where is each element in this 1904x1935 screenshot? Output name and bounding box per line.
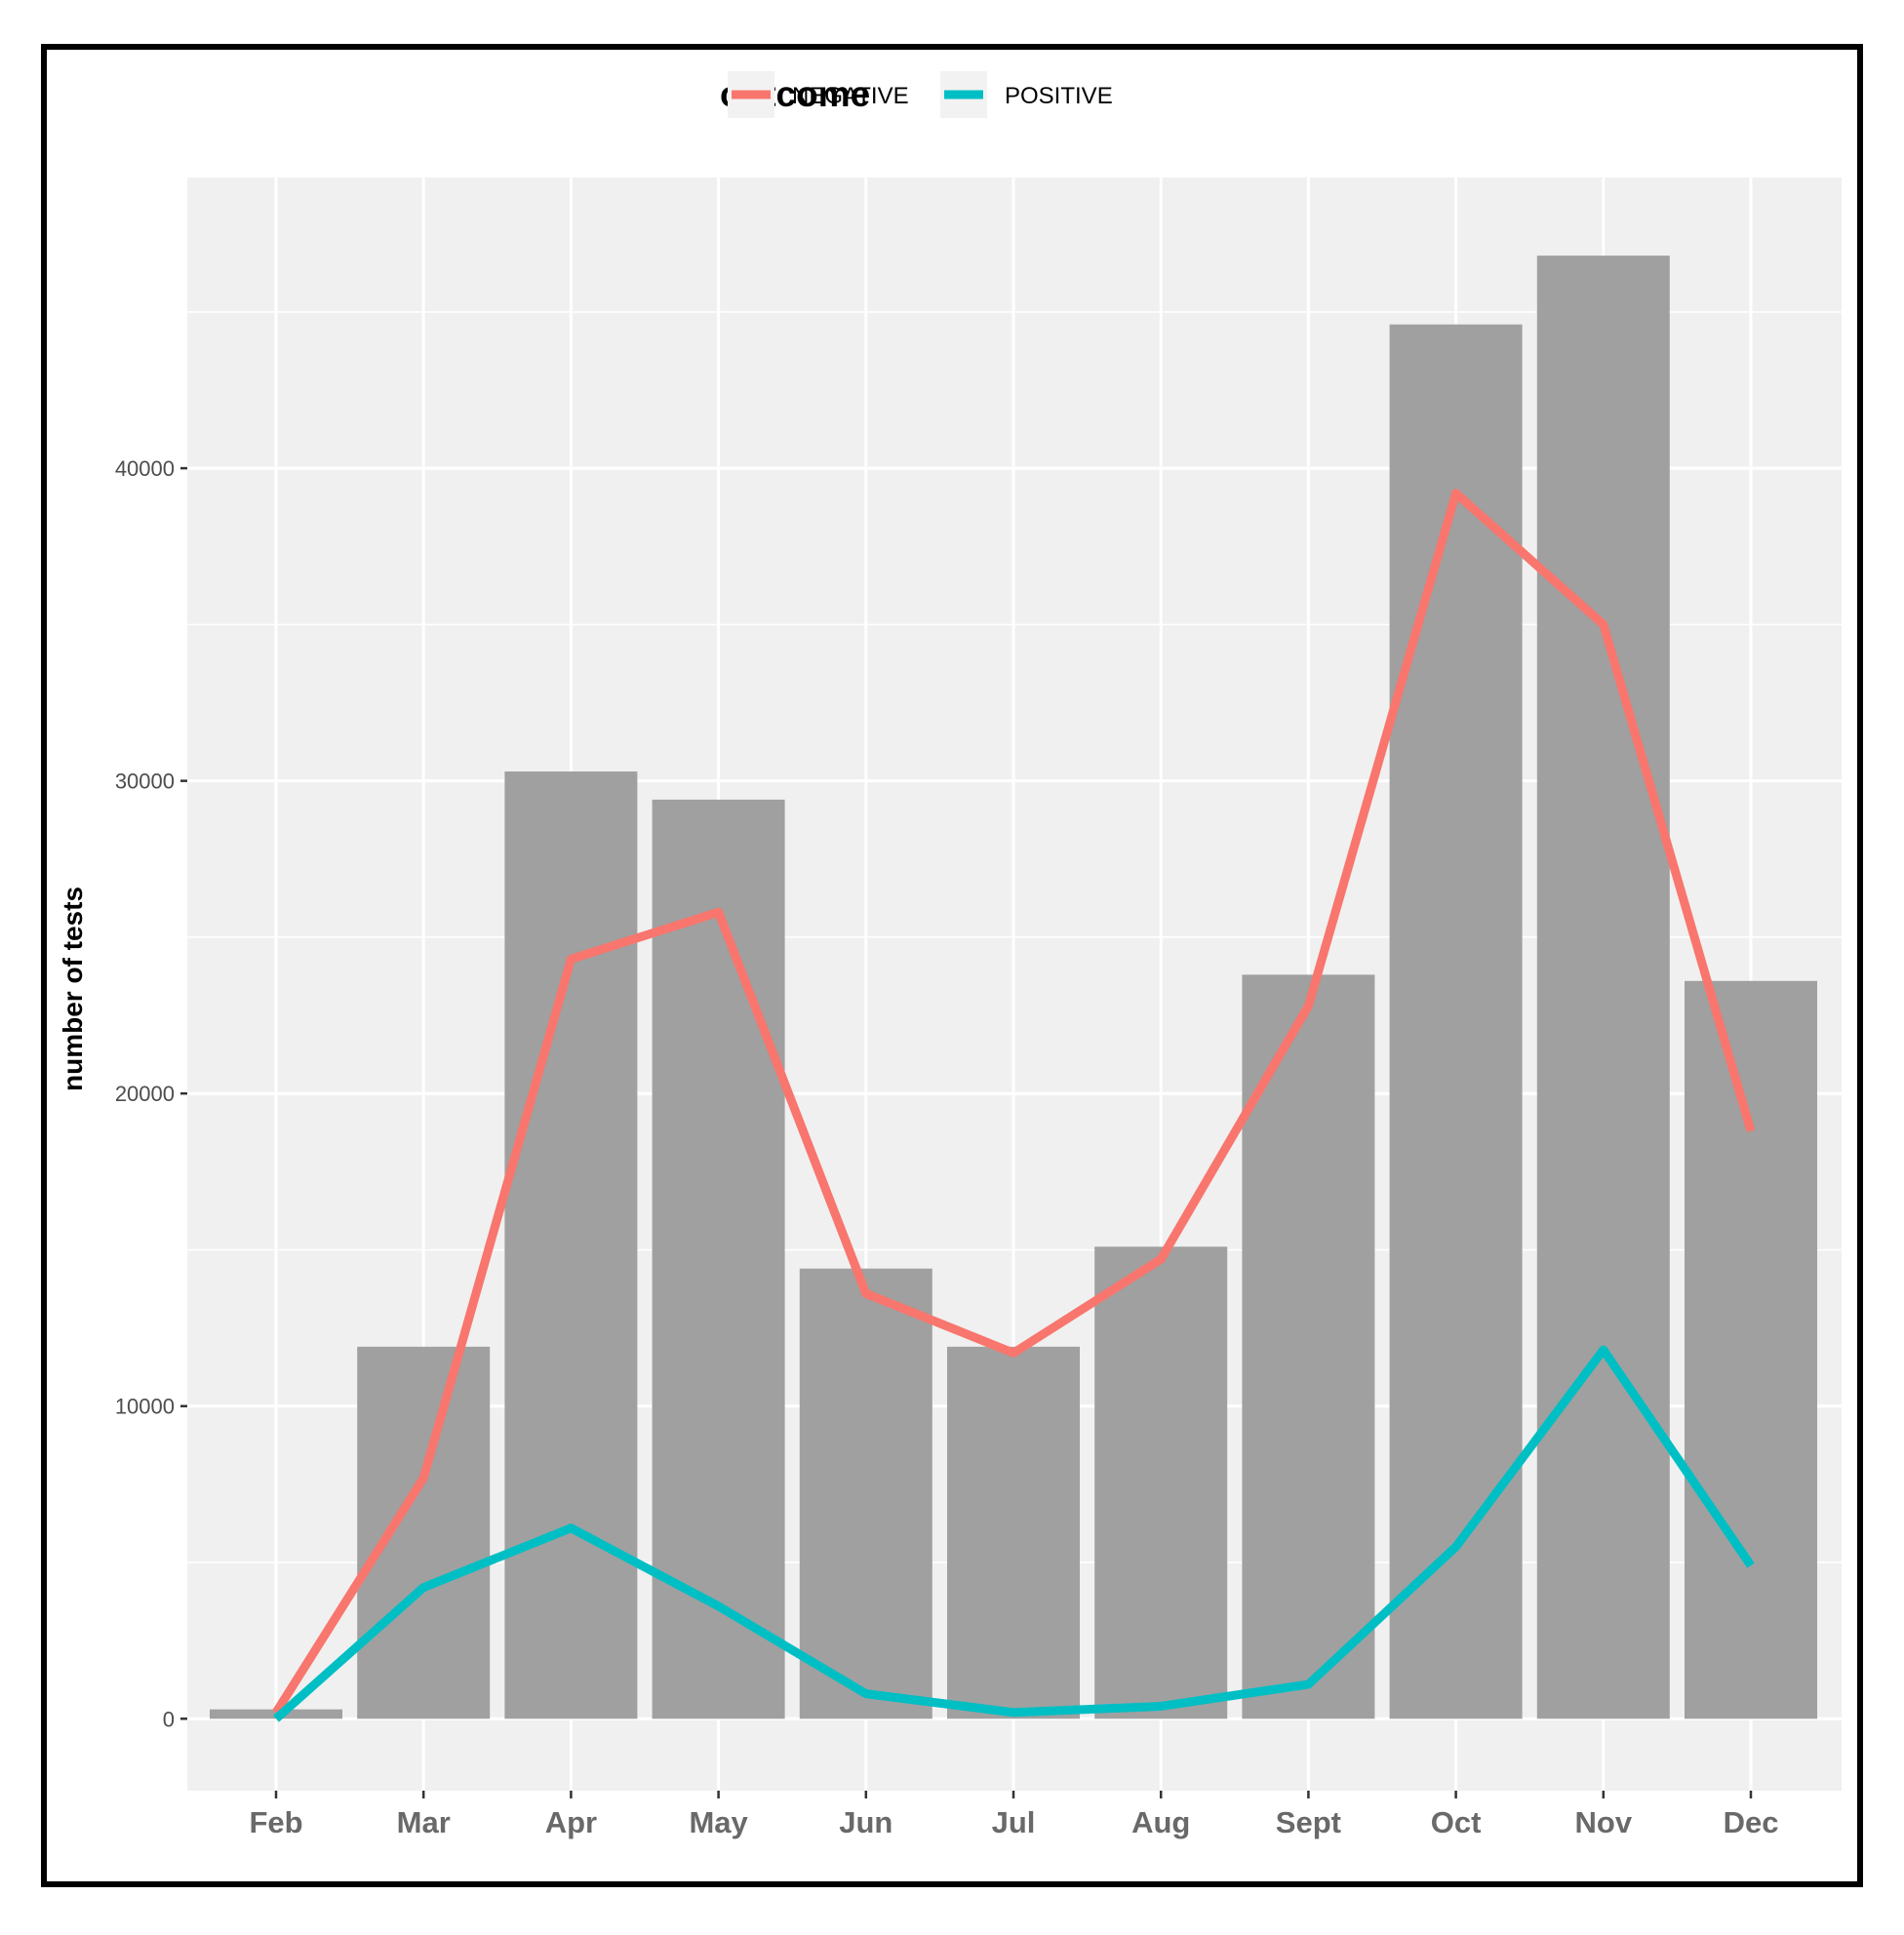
y-tick-label: 10000 [115,1395,175,1419]
x-tick-label: Sept [1276,1805,1341,1839]
bar-dec [1685,980,1817,1719]
x-tick-label: Aug [1131,1805,1190,1839]
series-lines [272,489,1756,1722]
y-axis: 0 10000 20000 30000 40000 [115,456,187,1731]
x-tick-label: Mar [397,1805,451,1839]
y-tick-label: 20000 [115,1082,175,1106]
bar-jul [947,1346,1080,1719]
bar-apr [504,771,638,1719]
y-tick-label: 40000 [115,456,175,481]
bar-may [652,799,785,1719]
x-tick-label: Dec [1724,1805,1779,1839]
bar-aug [1094,1246,1228,1719]
y-axis-label: number of tests [58,887,88,1091]
bar-nov [1536,256,1670,1719]
legend-label-positive: POSITIVE [1005,83,1113,109]
bar-sept [1242,974,1375,1719]
x-tick-label: Apr [545,1805,597,1839]
plot-frame: outcome NEGATIVE POSITIVE 0 10000 20000 3000… [41,44,1863,1887]
x-tick-label: Nov [1575,1805,1633,1839]
chart: outcome NEGATIVE POSITIVE 010000200003000… [58,71,1842,1839]
legend: outcome NEGATIVE POSITIVE [720,71,1113,118]
x-axis: Feb Mar Apr May Jun Jul Aug Sept Oct Nov Dec [249,1791,1778,1839]
x-tick-label: Feb [249,1805,302,1839]
x-tick-label: Oct [1431,1805,1482,1839]
bar-mar [357,1346,491,1719]
bar-jun [799,1268,932,1719]
bars [210,256,1817,1719]
x-tick-label: May [689,1805,748,1839]
y-tick-label: 0 [163,1707,175,1731]
legend-label-negative: NEGATIVE [792,83,909,109]
x-tick-label: Jun [839,1805,892,1839]
x-tick-label: Jul [992,1805,1036,1839]
y-tick-label: 30000 [115,770,175,794]
